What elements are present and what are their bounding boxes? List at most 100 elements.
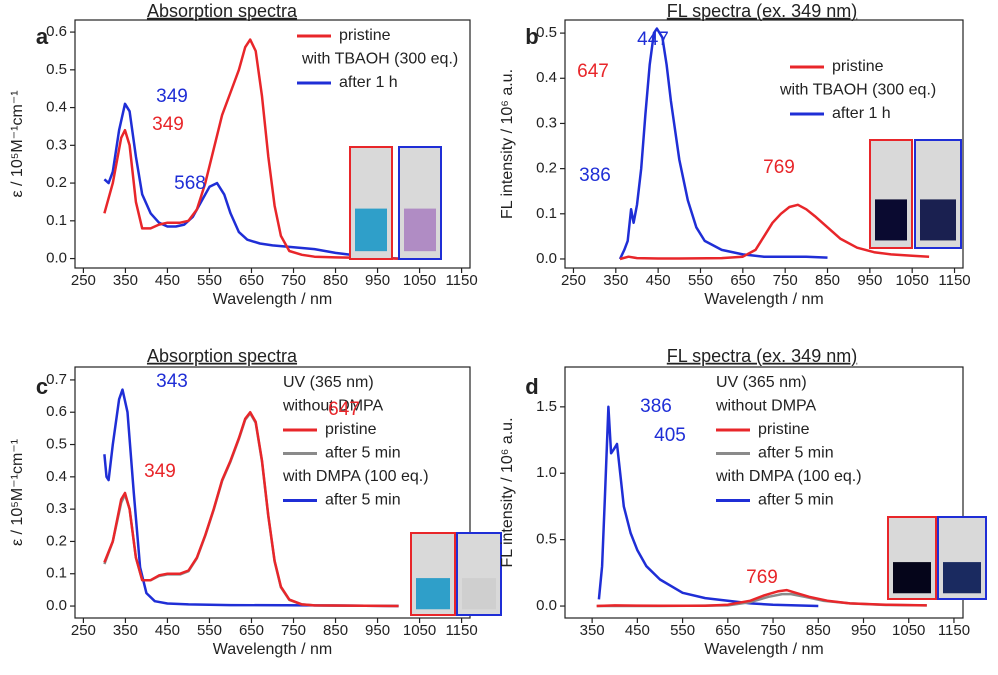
x-tick-label: 950 bbox=[365, 272, 390, 289]
legend-group: with DMPA (100 eq.) bbox=[715, 468, 862, 485]
peak-label: 647 bbox=[577, 61, 609, 82]
x-tick-label: 250 bbox=[561, 272, 586, 289]
x-axis-title: Wavelength / nm bbox=[704, 291, 823, 308]
y-tick-label: 1.0 bbox=[536, 464, 557, 481]
x-tick-label: 650 bbox=[239, 622, 264, 639]
peak-label: 349 bbox=[152, 114, 184, 135]
legend-label: after 5 min bbox=[325, 492, 401, 509]
x-tick-label: 1050 bbox=[896, 272, 929, 289]
y-tick-label: 0.7 bbox=[46, 371, 67, 388]
panel: Absorption spectra c Wavelength / nm ε / 10… bbox=[9, 346, 502, 658]
x-tick-label: 950 bbox=[365, 622, 390, 639]
y-tick-label: 0.2 bbox=[46, 174, 67, 191]
x-tick-label: 250 bbox=[71, 272, 96, 289]
y-tick-label: 0.4 bbox=[46, 99, 67, 116]
peak-label: 447 bbox=[637, 29, 669, 50]
x-tick-label: 550 bbox=[670, 622, 695, 639]
peak-label: 568 bbox=[174, 173, 206, 194]
x-tick-label: 950 bbox=[851, 622, 876, 639]
peak-label: 386 bbox=[640, 396, 672, 417]
x-tick-label: 850 bbox=[815, 272, 840, 289]
x-tick-label: 450 bbox=[155, 272, 180, 289]
series-line bbox=[103, 388, 399, 608]
series-line bbox=[596, 588, 927, 608]
panel: FL spectra (ex. 349 nm) b Wavelength / nm F… bbox=[499, 1, 970, 308]
x-tick-label: 1150 bbox=[445, 272, 477, 289]
vial-liquid bbox=[943, 562, 981, 594]
y-tick-label: 0.6 bbox=[46, 403, 67, 420]
series-line bbox=[103, 38, 399, 260]
panel-letter: b bbox=[525, 24, 538, 49]
y-tick-label: 0.1 bbox=[46, 565, 67, 582]
x-tick-label: 350 bbox=[603, 272, 628, 289]
x-tick-label: 250 bbox=[71, 622, 96, 639]
y-tick-label: 0.0 bbox=[536, 250, 557, 267]
legend-group: with TBAOH (300 eq.) bbox=[301, 51, 458, 68]
y-axis-title: ε / 10⁵M⁻¹cm⁻¹ bbox=[9, 90, 26, 197]
panel: FL spectra (ex. 349 nm) d Wavelength / nm F… bbox=[499, 346, 987, 658]
x-tick-label: 550 bbox=[197, 272, 222, 289]
panel: Absorption spectra a Wavelength / nm ε / 10… bbox=[9, 1, 609, 308]
x-tick-label: 850 bbox=[323, 622, 348, 639]
x-tick-label: 850 bbox=[806, 622, 831, 639]
x-tick-label: 750 bbox=[773, 272, 798, 289]
panel-letter: d bbox=[525, 374, 538, 399]
y-tick-label: 0.3 bbox=[46, 136, 67, 153]
panel-title: Absorption spectra bbox=[147, 1, 298, 21]
peak-label: 769 bbox=[763, 157, 795, 178]
vial-liquid bbox=[416, 578, 450, 610]
legend-label: after 5 min bbox=[758, 492, 834, 509]
y-tick-label: 0.1 bbox=[46, 212, 67, 229]
y-tick-label: 1.5 bbox=[536, 398, 557, 415]
y-tick-label: 0.6 bbox=[46, 23, 67, 40]
y-tick-label: 0.3 bbox=[46, 500, 67, 517]
x-tick-label: 550 bbox=[688, 272, 713, 289]
y-tick-label: 0.1 bbox=[536, 205, 557, 222]
x-tick-label: 950 bbox=[857, 272, 882, 289]
panel-letter: c bbox=[36, 374, 48, 399]
x-tick-label: 550 bbox=[197, 622, 222, 639]
peak-label: 349 bbox=[156, 86, 188, 107]
vial-liquid bbox=[875, 199, 907, 241]
x-tick-label: 750 bbox=[281, 622, 306, 639]
x-tick-label: 1050 bbox=[403, 272, 436, 289]
panel-title: FL spectra (ex. 349 nm) bbox=[667, 1, 857, 21]
x-tick-label: 350 bbox=[113, 272, 138, 289]
legend-label: after 1 h bbox=[339, 74, 398, 91]
legend-group: with DMPA (100 eq.) bbox=[282, 468, 429, 485]
y-axis-title: FL intensity / 10⁶ a.u. bbox=[499, 69, 516, 219]
y-tick-label: 0.3 bbox=[536, 114, 557, 131]
legend-title: UV (365 nm) bbox=[716, 374, 807, 391]
y-tick-label: 0.4 bbox=[536, 69, 557, 86]
vial-liquid bbox=[404, 208, 436, 252]
y-tick-label: 0.0 bbox=[536, 597, 557, 614]
x-tick-label: 350 bbox=[113, 622, 138, 639]
peak-label: 386 bbox=[579, 165, 611, 186]
x-axis-title: Wavelength / nm bbox=[704, 641, 823, 658]
x-axis-title: Wavelength / nm bbox=[213, 291, 332, 308]
legend-label: after 5 min bbox=[325, 445, 401, 462]
plot-frame bbox=[564, 366, 964, 619]
x-tick-label: 750 bbox=[761, 622, 786, 639]
x-tick-label: 350 bbox=[580, 622, 605, 639]
x-tick-label: 850 bbox=[323, 272, 348, 289]
series-line bbox=[618, 27, 828, 260]
panel-title: Absorption spectra bbox=[147, 346, 298, 366]
vial-liquid bbox=[920, 199, 956, 241]
panel-title: FL spectra (ex. 349 nm) bbox=[667, 346, 857, 366]
plot-frame bbox=[74, 366, 471, 619]
legend-title: UV (365 nm) bbox=[283, 374, 374, 391]
x-tick-label: 650 bbox=[730, 272, 755, 289]
peak-label: 405 bbox=[654, 425, 686, 446]
legend-label: after 1 h bbox=[832, 105, 891, 122]
x-tick-label: 650 bbox=[715, 622, 740, 639]
vial-liquid bbox=[355, 208, 387, 252]
x-tick-label: 750 bbox=[281, 272, 306, 289]
legend-label: pristine bbox=[832, 58, 884, 75]
legend-group: without DMPA bbox=[282, 398, 384, 415]
legend-label: pristine bbox=[758, 421, 810, 438]
legend-label: pristine bbox=[339, 27, 391, 44]
x-tick-label: 450 bbox=[646, 272, 671, 289]
y-tick-label: 0.0 bbox=[46, 597, 67, 614]
